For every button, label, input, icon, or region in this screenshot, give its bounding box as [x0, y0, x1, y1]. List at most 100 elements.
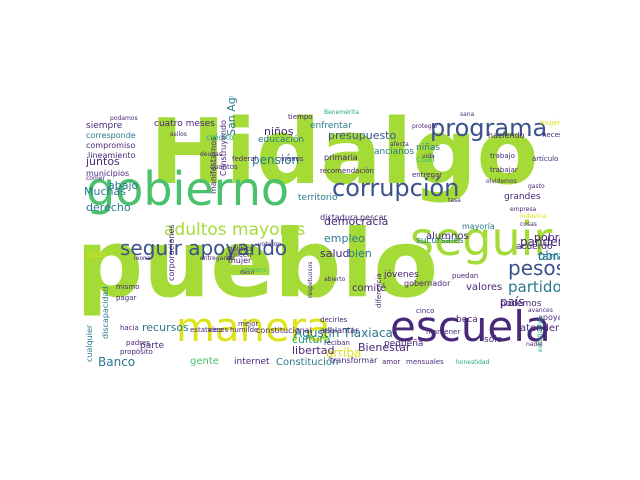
word-47: ancianos: [374, 147, 415, 157]
word-75: cualquier: [85, 324, 94, 362]
word-13: pandemia: [520, 235, 560, 249]
word-45: cuatro meses: [154, 119, 215, 129]
word-100: decirles: [320, 316, 348, 324]
word-64: corresponde: [86, 131, 136, 140]
word-57: jóvenes: [384, 270, 419, 280]
word-26: Constitución: [276, 357, 339, 368]
word-119: entregando: [200, 255, 235, 262]
word-117: comer: [86, 175, 105, 182]
word-112: mujeres: [540, 119, 560, 127]
word-31: Muchas: [84, 185, 126, 198]
word-63: crédito: [206, 133, 234, 142]
word-38: pobre: [534, 231, 560, 244]
word-83: cuantos: [210, 163, 238, 171]
word-20: niños: [264, 125, 294, 138]
word-59: beca: [456, 315, 478, 325]
word-27: internet: [234, 357, 270, 367]
word-6: seguir: [410, 212, 553, 266]
word-126: empresa: [510, 206, 537, 213]
word-90: entregar: [412, 171, 443, 179]
word-19: democracia: [324, 215, 389, 228]
word-54: territorio: [298, 193, 338, 203]
word-7: programa: [430, 114, 548, 142]
word-40: alumnos: [426, 231, 469, 242]
word-68: gobernador: [404, 279, 451, 288]
word-81: pescar: [360, 213, 387, 222]
word-78: haciendo: [488, 131, 525, 140]
word-21: Bienestar: [358, 341, 411, 354]
word-133: respetuosos: [307, 261, 314, 298]
word-9: seguir apoyando: [120, 236, 288, 260]
word-56: parte: [140, 341, 164, 351]
word-42: pensión: [252, 153, 300, 167]
word-101: padres: [126, 339, 150, 347]
word-115: podamos: [110, 115, 138, 122]
word-3: gobierno: [86, 162, 290, 216]
word-30: juntos: [86, 155, 120, 168]
word-77: primaria: [324, 153, 358, 162]
word-96: puedan: [452, 272, 479, 280]
word-18: familia: [538, 250, 560, 263]
word-62: mujer: [228, 256, 252, 265]
word-111: necesitan: [542, 131, 560, 139]
word-118: decir: [240, 269, 255, 276]
word-55: pequeña: [384, 339, 424, 349]
word-94: amor: [382, 358, 401, 366]
word-128: industria: [520, 213, 547, 220]
word-137: gasto: [528, 183, 545, 190]
word-82: tiempo: [288, 113, 313, 121]
word-93: mensuales: [406, 358, 444, 366]
word-46: enfrentar: [310, 121, 352, 131]
word-70: adelantar: [320, 326, 359, 335]
word-48: sucursales: [416, 236, 464, 246]
word-8: corrupción: [332, 174, 460, 202]
word-34: empleo: [324, 232, 366, 245]
word-53: educación: [258, 135, 305, 145]
word-76: discapacidad: [101, 286, 110, 339]
word-17: recursos: [142, 321, 189, 334]
word-129: avances: [528, 307, 553, 314]
word-120: leona: [134, 255, 151, 262]
word-98: diferencia: [375, 273, 383, 308]
word-2: pueblo: [80, 210, 439, 319]
word-87: veces: [208, 326, 229, 334]
word-51: cuál: [416, 155, 435, 165]
word-89: recomendación: [320, 167, 374, 175]
word-103: hacia: [120, 324, 139, 332]
word-130: meses: [244, 266, 267, 274]
word-91: trabajar: [490, 166, 518, 174]
word-1: Hidalgo: [150, 100, 539, 205]
word-80: dictadura: [320, 213, 359, 222]
word-138: olvidemos: [486, 178, 517, 185]
word-39: atender: [520, 323, 560, 334]
word-60: podemos: [500, 299, 542, 309]
word-114: Benemérita: [324, 109, 360, 116]
word-35: salud: [320, 247, 350, 260]
word-99: reciban: [324, 339, 350, 347]
word-25: gente: [190, 356, 219, 367]
word-4: manera: [176, 305, 331, 351]
word-113: sana: [460, 111, 475, 118]
word-84: federal: [232, 155, 257, 163]
word-11: adultos mayores: [164, 220, 306, 240]
word-104: estatales: [190, 326, 222, 334]
word-131: abierto: [324, 276, 346, 283]
word-16: Agustín Tlaxiaca: [294, 326, 393, 340]
word-23: cultura: [292, 333, 331, 346]
word-106: pagar: [116, 294, 137, 302]
word-32: país: [500, 295, 525, 309]
word-132: votaron: [258, 241, 282, 248]
word-49: grandes: [504, 192, 541, 202]
word-105: mismo: [116, 283, 140, 291]
word-65: compromiso: [86, 141, 136, 150]
word-15: Banco: [98, 355, 136, 369]
word-36: bien: [348, 247, 372, 260]
word-121: vida: [422, 153, 435, 160]
word-92: trabajo: [490, 152, 515, 160]
word-28: derecho: [86, 201, 131, 214]
word-79: mayoría: [462, 222, 495, 231]
word-67: municipios: [86, 169, 130, 178]
word-22: arriba: [326, 346, 362, 360]
word-97: mantener: [426, 328, 461, 336]
